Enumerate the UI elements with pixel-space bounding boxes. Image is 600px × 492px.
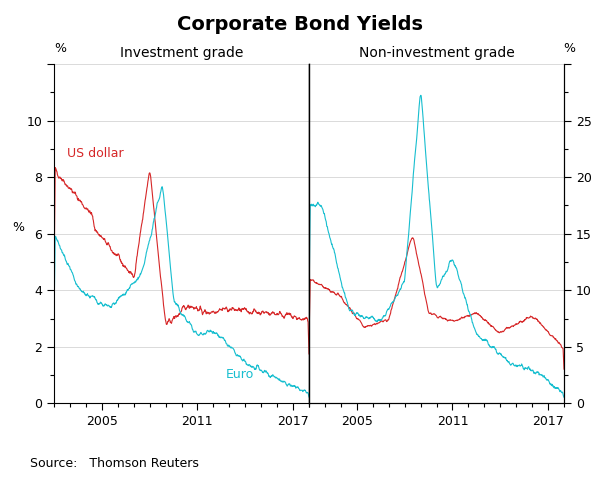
Text: Source:   Thomson Reuters: Source: Thomson Reuters xyxy=(30,458,199,470)
Text: Euro: Euro xyxy=(226,368,254,381)
Title: Investment grade: Investment grade xyxy=(120,46,243,60)
Text: %: % xyxy=(563,42,575,55)
Text: Corporate Bond Yields: Corporate Bond Yields xyxy=(177,15,423,34)
Y-axis label: %: % xyxy=(12,221,24,234)
Text: US dollar: US dollar xyxy=(67,147,124,160)
Title: Non-investment grade: Non-investment grade xyxy=(359,46,514,60)
Text: %: % xyxy=(54,42,66,55)
